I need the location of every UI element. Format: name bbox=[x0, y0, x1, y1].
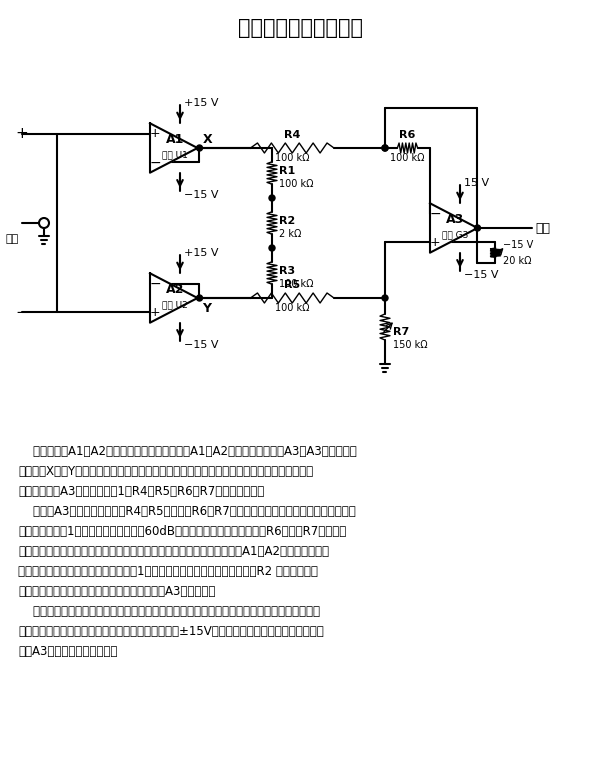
Circle shape bbox=[197, 295, 203, 301]
Text: 这种低电平差分放大器广泛应用于信号处理领域。它也适用于通常从换能器或热电偶接收的、: 这种低电平差分放大器广泛应用于信号处理领域。它也适用于通常从换能器或热电偶接收的… bbox=[18, 605, 320, 618]
Text: R1: R1 bbox=[279, 166, 295, 176]
Text: R3: R3 bbox=[279, 266, 295, 276]
Text: 20 kΩ: 20 kΩ bbox=[504, 256, 532, 266]
Text: 有效地抵消掉了，所以不会作为差动信号出现在A3的输入端。: 有效地抵消掉了，所以不会作为差动信号出现在A3的输入端。 bbox=[18, 585, 215, 598]
Text: 运放 U2: 运放 U2 bbox=[162, 301, 188, 309]
Text: −: − bbox=[429, 206, 441, 220]
Text: 150 kΩ: 150 kΩ bbox=[393, 340, 428, 350]
Text: 100 kΩ: 100 kΩ bbox=[279, 279, 314, 289]
Circle shape bbox=[269, 195, 275, 201]
Text: 放大器A3的共模抑制比是随R4：R5的比值与R6：R7的比值相一致的程度而变的。例如，所用: 放大器A3的共模抑制比是随R4：R5的比值与R6：R7的比值相一致的程度而变的。… bbox=[18, 505, 356, 518]
Text: R7: R7 bbox=[393, 327, 409, 337]
Text: −: − bbox=[149, 156, 161, 170]
Text: 15 V: 15 V bbox=[464, 178, 489, 189]
Text: 经过单端放大和传送的直流和低频信号。本放大器由±15V电源供电。唯一必须做的是使输出放: 经过单端放大和传送的直流和低频信号。本放大器由±15V电源供电。唯一必须做的是使… bbox=[18, 625, 324, 638]
Text: 运算放大器A1和A2被连接成一种非倒相电路。A1和A2的输出驱动放大器A3，A3可以称为一: 运算放大器A1和A2被连接成一种非倒相电路。A1和A2的输出驱动放大器A3，A3… bbox=[18, 445, 357, 458]
Circle shape bbox=[197, 145, 203, 151]
Text: 100 kΩ: 100 kΩ bbox=[275, 303, 309, 313]
Text: A3: A3 bbox=[446, 213, 464, 225]
Text: 输入: 输入 bbox=[5, 234, 19, 244]
Text: R2: R2 bbox=[279, 216, 295, 226]
Text: Y: Y bbox=[203, 301, 212, 315]
Polygon shape bbox=[150, 273, 198, 323]
Text: +: + bbox=[150, 127, 160, 140]
Text: 大器A3的输入失调电压为零。: 大器A3的输入失调电压为零。 bbox=[18, 645, 118, 658]
Text: −15 V: −15 V bbox=[184, 190, 218, 199]
Text: 种能把在X点与Y点之间浮动的差分信号变换成单端输出电压的减法器电路。虽然不是非这样不: 种能把在X点与Y点之间浮动的差分信号变换成单端输出电压的减法器电路。虽然不是非这… bbox=[18, 465, 313, 478]
Text: −15 V: −15 V bbox=[504, 240, 534, 250]
Text: 输出: 输出 bbox=[535, 221, 551, 234]
Text: 100 kΩ: 100 kΩ bbox=[275, 153, 309, 163]
Text: R4: R4 bbox=[284, 130, 300, 140]
Circle shape bbox=[382, 145, 388, 151]
Text: −: − bbox=[16, 305, 28, 320]
Text: 100 kΩ: 100 kΩ bbox=[390, 153, 425, 163]
Text: 100 kΩ: 100 kΩ bbox=[279, 179, 314, 189]
Text: 运放 G3: 运放 G3 bbox=[441, 231, 468, 239]
Polygon shape bbox=[150, 123, 198, 173]
Text: 差异，但共模输入电压的放大量仅仅为1。因为这些电压以相等的电平出现在R2 的两端时，被: 差异，但共模输入电压的放大量仅仅为1。因为这些电压以相等的电平出现在R2 的两端… bbox=[18, 565, 318, 578]
Text: 行，但放大器A3的增益通常为1，R4、R5、R6与R7的阻值均相等。: 行，但放大器A3的增益通常为1，R4、R5、R6与R7的阻值均相等。 bbox=[18, 485, 264, 498]
Text: 高共模抑制比。调节这一电位器可以获得最佳的共模抑制比。输入放大器A1和A2的增益将有一些: 高共模抑制比。调节这一电位器可以获得最佳的共模抑制比。输入放大器A1和A2的增益… bbox=[18, 545, 329, 558]
Text: +15 V: +15 V bbox=[184, 249, 218, 259]
Text: −15 V: −15 V bbox=[464, 270, 499, 280]
Text: 高输入阻抗差分放大器: 高输入阻抗差分放大器 bbox=[239, 18, 364, 38]
Text: +15 V: +15 V bbox=[184, 98, 218, 108]
Text: +: + bbox=[150, 306, 160, 319]
Text: −15 V: −15 V bbox=[184, 340, 218, 350]
Polygon shape bbox=[430, 203, 478, 252]
Circle shape bbox=[382, 295, 388, 301]
Text: X: X bbox=[203, 132, 212, 146]
Text: 电阻器的公差为1％时，共模抑制比大于60dB。用一只电位器（阻值稍高于R6）代替R7，还能提: 电阻器的公差为1％时，共模抑制比大于60dB。用一只电位器（阻值稍高于R6）代替… bbox=[18, 525, 346, 538]
Text: A1: A1 bbox=[165, 132, 184, 146]
Circle shape bbox=[382, 145, 388, 151]
Text: +: + bbox=[16, 126, 28, 141]
Text: −: − bbox=[149, 277, 161, 291]
Text: R6: R6 bbox=[399, 130, 415, 140]
Text: 2 kΩ: 2 kΩ bbox=[279, 229, 302, 239]
Text: R5: R5 bbox=[284, 280, 300, 290]
Circle shape bbox=[475, 225, 481, 231]
Text: +: + bbox=[430, 236, 440, 249]
Text: 运放 U1: 运放 U1 bbox=[162, 150, 188, 160]
Circle shape bbox=[269, 245, 275, 251]
Text: A2: A2 bbox=[165, 283, 184, 295]
